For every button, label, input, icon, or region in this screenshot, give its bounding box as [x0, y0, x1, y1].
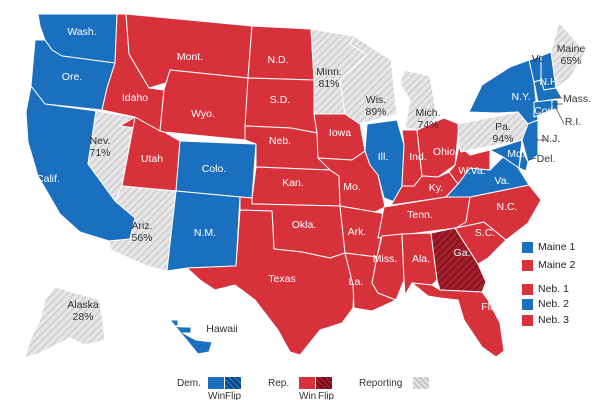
state-hi[interactable]: [169, 319, 213, 355]
state-label-me: Maine 65%: [557, 43, 586, 67]
state-fl[interactable]: [411, 282, 505, 358]
state-label-pa: Pa. 94%: [492, 121, 513, 145]
state-label-ca: Calif.: [36, 173, 60, 185]
legend-dem-label: Dem.: [177, 378, 201, 389]
state-label-wy: Wyo.: [191, 108, 215, 120]
district-swatch: [522, 284, 533, 295]
district-label: Neb. 2: [538, 298, 569, 310]
state-mi[interactable]: [399, 69, 438, 131]
label-leader-line: [547, 84, 553, 87]
state-label-sd: S.D.: [270, 94, 290, 106]
district-label: Maine 1: [538, 241, 576, 253]
state-label-ky: Ky.: [429, 182, 443, 194]
state-label-md: Md.: [507, 148, 525, 160]
state-label-ny: N.Y.: [511, 91, 530, 103]
state-label-mt: Mont.: [177, 51, 203, 63]
state-label-nd: N.D.: [268, 54, 289, 66]
legend-dem-flip-swatch: [224, 376, 242, 390]
state-label-ks: Kan.: [282, 177, 304, 189]
state-label-ut: Utah: [141, 153, 163, 165]
legend-dem-win-text: Win: [208, 391, 226, 400]
state-label-ak: Alaska 28%: [67, 299, 99, 323]
state-ct[interactable]: [533, 99, 553, 118]
state-label-oh: Ohio: [433, 146, 455, 158]
legend-rep-win-text: Win: [299, 391, 317, 400]
state-label-il: Ill.: [378, 151, 389, 163]
label-leader-line: [527, 157, 537, 161]
state-md[interactable]: [489, 139, 523, 169]
district-swatch: [522, 315, 533, 326]
state-label-ar: Ark.: [348, 226, 367, 238]
state-label-nh: N.H.: [540, 76, 561, 88]
legend-rep-flip-text: Flip: [318, 391, 335, 400]
state-tx[interactable]: [186, 209, 355, 356]
state-il[interactable]: [364, 119, 405, 204]
state-label-ma: Mass.: [563, 93, 591, 105]
state-label-az: Ariz. 56%: [131, 220, 152, 244]
state-label-co: Colo.: [202, 163, 227, 175]
state-label-va: Va.: [495, 175, 510, 187]
legend-reporting-swatch: [412, 376, 430, 390]
state-label-al: Ala.: [412, 253, 430, 265]
state-label-de: Del.: [537, 153, 556, 165]
legend-rep-win-swatch: [298, 376, 316, 390]
state-wi[interactable]: [339, 35, 398, 125]
district-label: Neb. 1: [538, 283, 569, 295]
legend-rep-label: Rep.: [268, 378, 290, 389]
state-label-ne: Neb.: [269, 135, 291, 147]
legend-rep-flip-swatch: [315, 376, 333, 390]
state-label-mi: Mich. 74%: [415, 107, 440, 131]
state-label-tx: Texas: [268, 273, 295, 285]
label-leader-line: [555, 107, 565, 125]
district-swatch: [522, 242, 533, 253]
state-label-fl: Fla.: [481, 301, 499, 313]
state-label-hi: Hawaii: [206, 323, 238, 335]
state-nc[interactable]: [455, 184, 542, 241]
state-label-mn: Minn. 81%: [316, 66, 342, 90]
legend-dem-flip-text: Flip: [225, 391, 242, 400]
state-label-sc: S.C.: [475, 227, 495, 239]
state-ms[interactable]: [371, 233, 405, 301]
state-label-nc: N.C.: [497, 201, 518, 213]
state-label-la: La.: [349, 276, 364, 288]
state-label-id: Idaho: [122, 92, 148, 104]
legend-reporting-label: Reporting: [359, 378, 403, 389]
state-label-nj: N.J.: [542, 133, 561, 145]
state-label-wv: W.Va.: [458, 165, 485, 177]
state-nd[interactable]: [247, 25, 315, 81]
state-wy[interactable]: [159, 69, 249, 141]
state-ak[interactable]: [24, 286, 106, 359]
state-label-or: Ore.: [62, 71, 82, 83]
state-label-mo: Mo.: [343, 181, 361, 193]
state-ny[interactable]: [468, 59, 539, 125]
state-label-ga: Ga.: [454, 247, 471, 259]
state-label-nm: N.M.: [194, 227, 216, 239]
state-label-tn: Tenn.: [407, 209, 433, 221]
state-label-ri: R.I.: [565, 116, 581, 128]
district-label: Neb. 3: [538, 314, 569, 326]
legend-dem-win-swatch: [207, 376, 225, 390]
state-label-ms: Miss.: [373, 253, 398, 265]
state-me[interactable]: [550, 21, 586, 89]
state-label-wa: Wash.: [67, 26, 96, 38]
state-label-ct: Conn.: [534, 105, 562, 117]
district-swatch: [522, 260, 533, 271]
state-label-ia: Iowa: [329, 127, 351, 139]
state-label-vt: Vt.: [532, 53, 545, 65]
state-label-nv: Nev. 71%: [89, 135, 110, 159]
state-nj[interactable]: [521, 119, 539, 163]
state-label-ok: Okla.: [292, 219, 317, 231]
state-label-in: Ind.: [409, 151, 427, 163]
state-label-wi: Wis. 89%: [365, 94, 386, 118]
district-swatch: [522, 299, 533, 310]
district-label: Maine 2: [538, 259, 576, 271]
